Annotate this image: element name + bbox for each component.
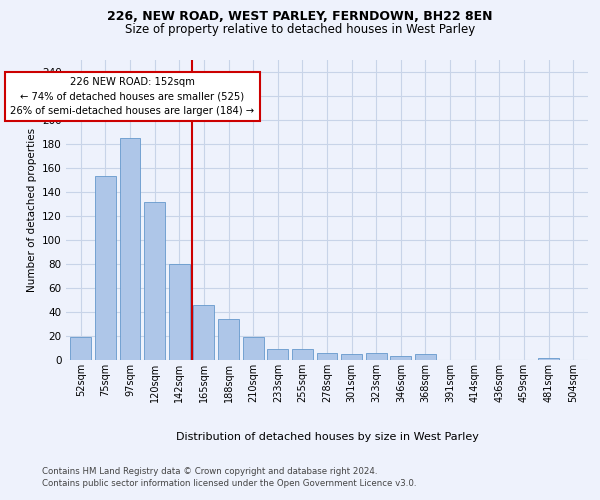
Bar	[119, 138, 140, 360]
Bar	[391, 356, 412, 360]
Bar	[292, 349, 313, 360]
Bar	[169, 264, 190, 360]
Bar	[242, 337, 263, 360]
Bar	[95, 176, 116, 360]
Bar	[415, 354, 436, 360]
Y-axis label: Number of detached properties: Number of detached properties	[26, 128, 37, 292]
Text: Size of property relative to detached houses in West Parley: Size of property relative to detached ho…	[125, 22, 475, 36]
Bar	[144, 202, 165, 360]
Text: 226 NEW ROAD: 152sqm
← 74% of detached houses are smaller (525)
26% of semi-deta: 226 NEW ROAD: 152sqm ← 74% of detached h…	[10, 77, 254, 116]
Bar	[218, 319, 239, 360]
Text: Contains public sector information licensed under the Open Government Licence v3: Contains public sector information licen…	[42, 479, 416, 488]
Text: Contains HM Land Registry data © Crown copyright and database right 2024.: Contains HM Land Registry data © Crown c…	[42, 468, 377, 476]
Bar	[267, 349, 288, 360]
Bar	[366, 353, 387, 360]
Text: 226, NEW ROAD, WEST PARLEY, FERNDOWN, BH22 8EN: 226, NEW ROAD, WEST PARLEY, FERNDOWN, BH…	[107, 10, 493, 23]
Bar	[317, 353, 337, 360]
Bar	[70, 337, 91, 360]
Bar	[193, 305, 214, 360]
Text: Distribution of detached houses by size in West Parley: Distribution of detached houses by size …	[176, 432, 478, 442]
Bar	[341, 354, 362, 360]
Bar	[538, 358, 559, 360]
